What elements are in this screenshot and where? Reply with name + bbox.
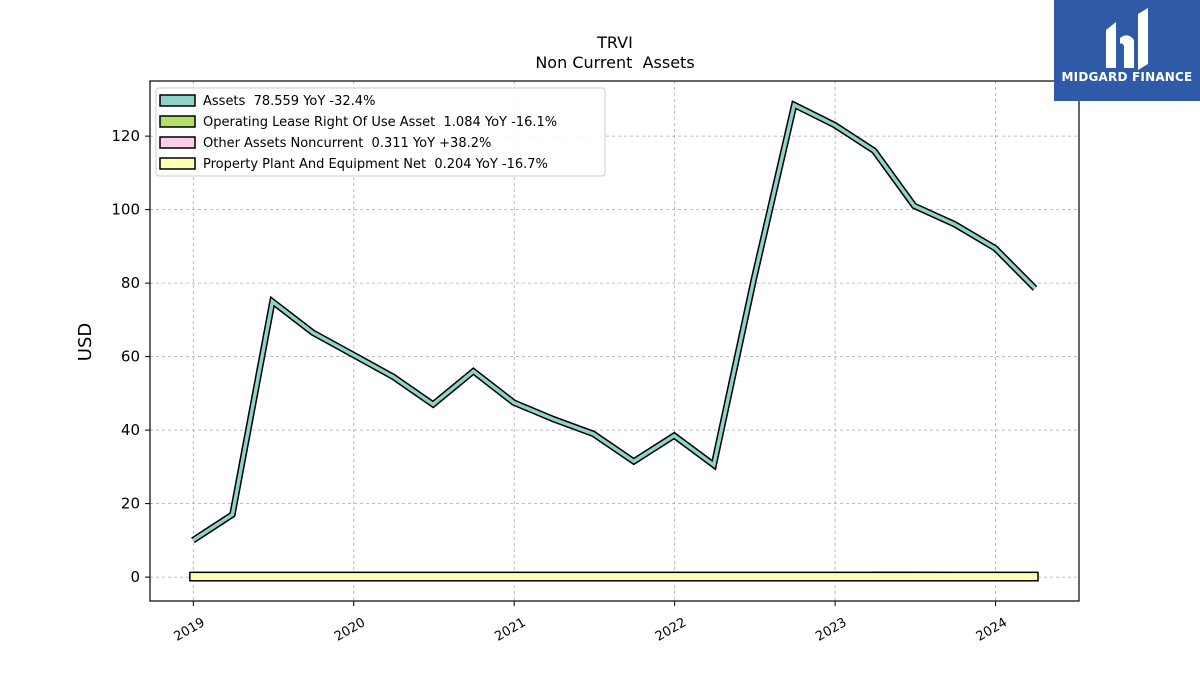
- legend-box: [155, 87, 606, 177]
- y-tick-label: 120: [111, 127, 140, 145]
- series-lines: [191, 100, 1038, 544]
- chart-subtitle: Non Current Assets: [535, 53, 694, 72]
- x-tick-label: 2022: [653, 615, 689, 645]
- x-tick-label: 2024: [974, 615, 1010, 645]
- x-axis: 2019 2020 2021 2022 2023 2024: [171, 601, 1010, 645]
- y-tick-label: 60: [121, 348, 140, 366]
- legend-label: Operating Lease Right Of Use Asset 1.084…: [203, 115, 557, 130]
- x-tick-label: 2019: [171, 615, 207, 645]
- y-axis-label: USD: [75, 323, 96, 361]
- x-tick-label: 2021: [492, 615, 528, 645]
- legend-swatch: [159, 115, 196, 128]
- chart-title: TRVI: [596, 33, 633, 52]
- legend: Assets 78.559 YoY -32.4% Operating Lease …: [155, 87, 606, 177]
- midgard-logo-icon: [1106, 8, 1148, 70]
- series-areas: [189, 571, 1039, 582]
- series-band-ppe: [189, 571, 1039, 582]
- y-tick-label: 0: [130, 568, 140, 586]
- y-tick-label: 100: [111, 201, 140, 219]
- plot-frame: [149, 80, 1080, 602]
- series-line-assets: [191, 102, 1037, 542]
- x-tick-label: 2020: [332, 615, 368, 645]
- y-tick-label: 40: [121, 421, 140, 439]
- legend-label: Assets 78.559 YoY -32.4%: [203, 94, 375, 109]
- legend-label: Property Plant And Equipment Net 0.204 Y…: [203, 157, 548, 172]
- legend-label: Other Assets Noncurrent 0.311 YoY +38.2%: [203, 136, 491, 151]
- legend-swatch: [159, 157, 196, 170]
- x-tick-label: 2023: [813, 615, 849, 645]
- legend-swatch: [159, 94, 196, 107]
- y-tick-label: 20: [121, 495, 140, 513]
- brand-logo: MIDGARD FINANCE: [1054, 0, 1200, 101]
- y-tick-label: 80: [121, 274, 140, 292]
- y-axis: 0 20 40 60 80 100 120: [111, 127, 150, 586]
- legend-swatch: [159, 136, 196, 149]
- logo-text: MIDGARD FINANCE: [1061, 70, 1193, 84]
